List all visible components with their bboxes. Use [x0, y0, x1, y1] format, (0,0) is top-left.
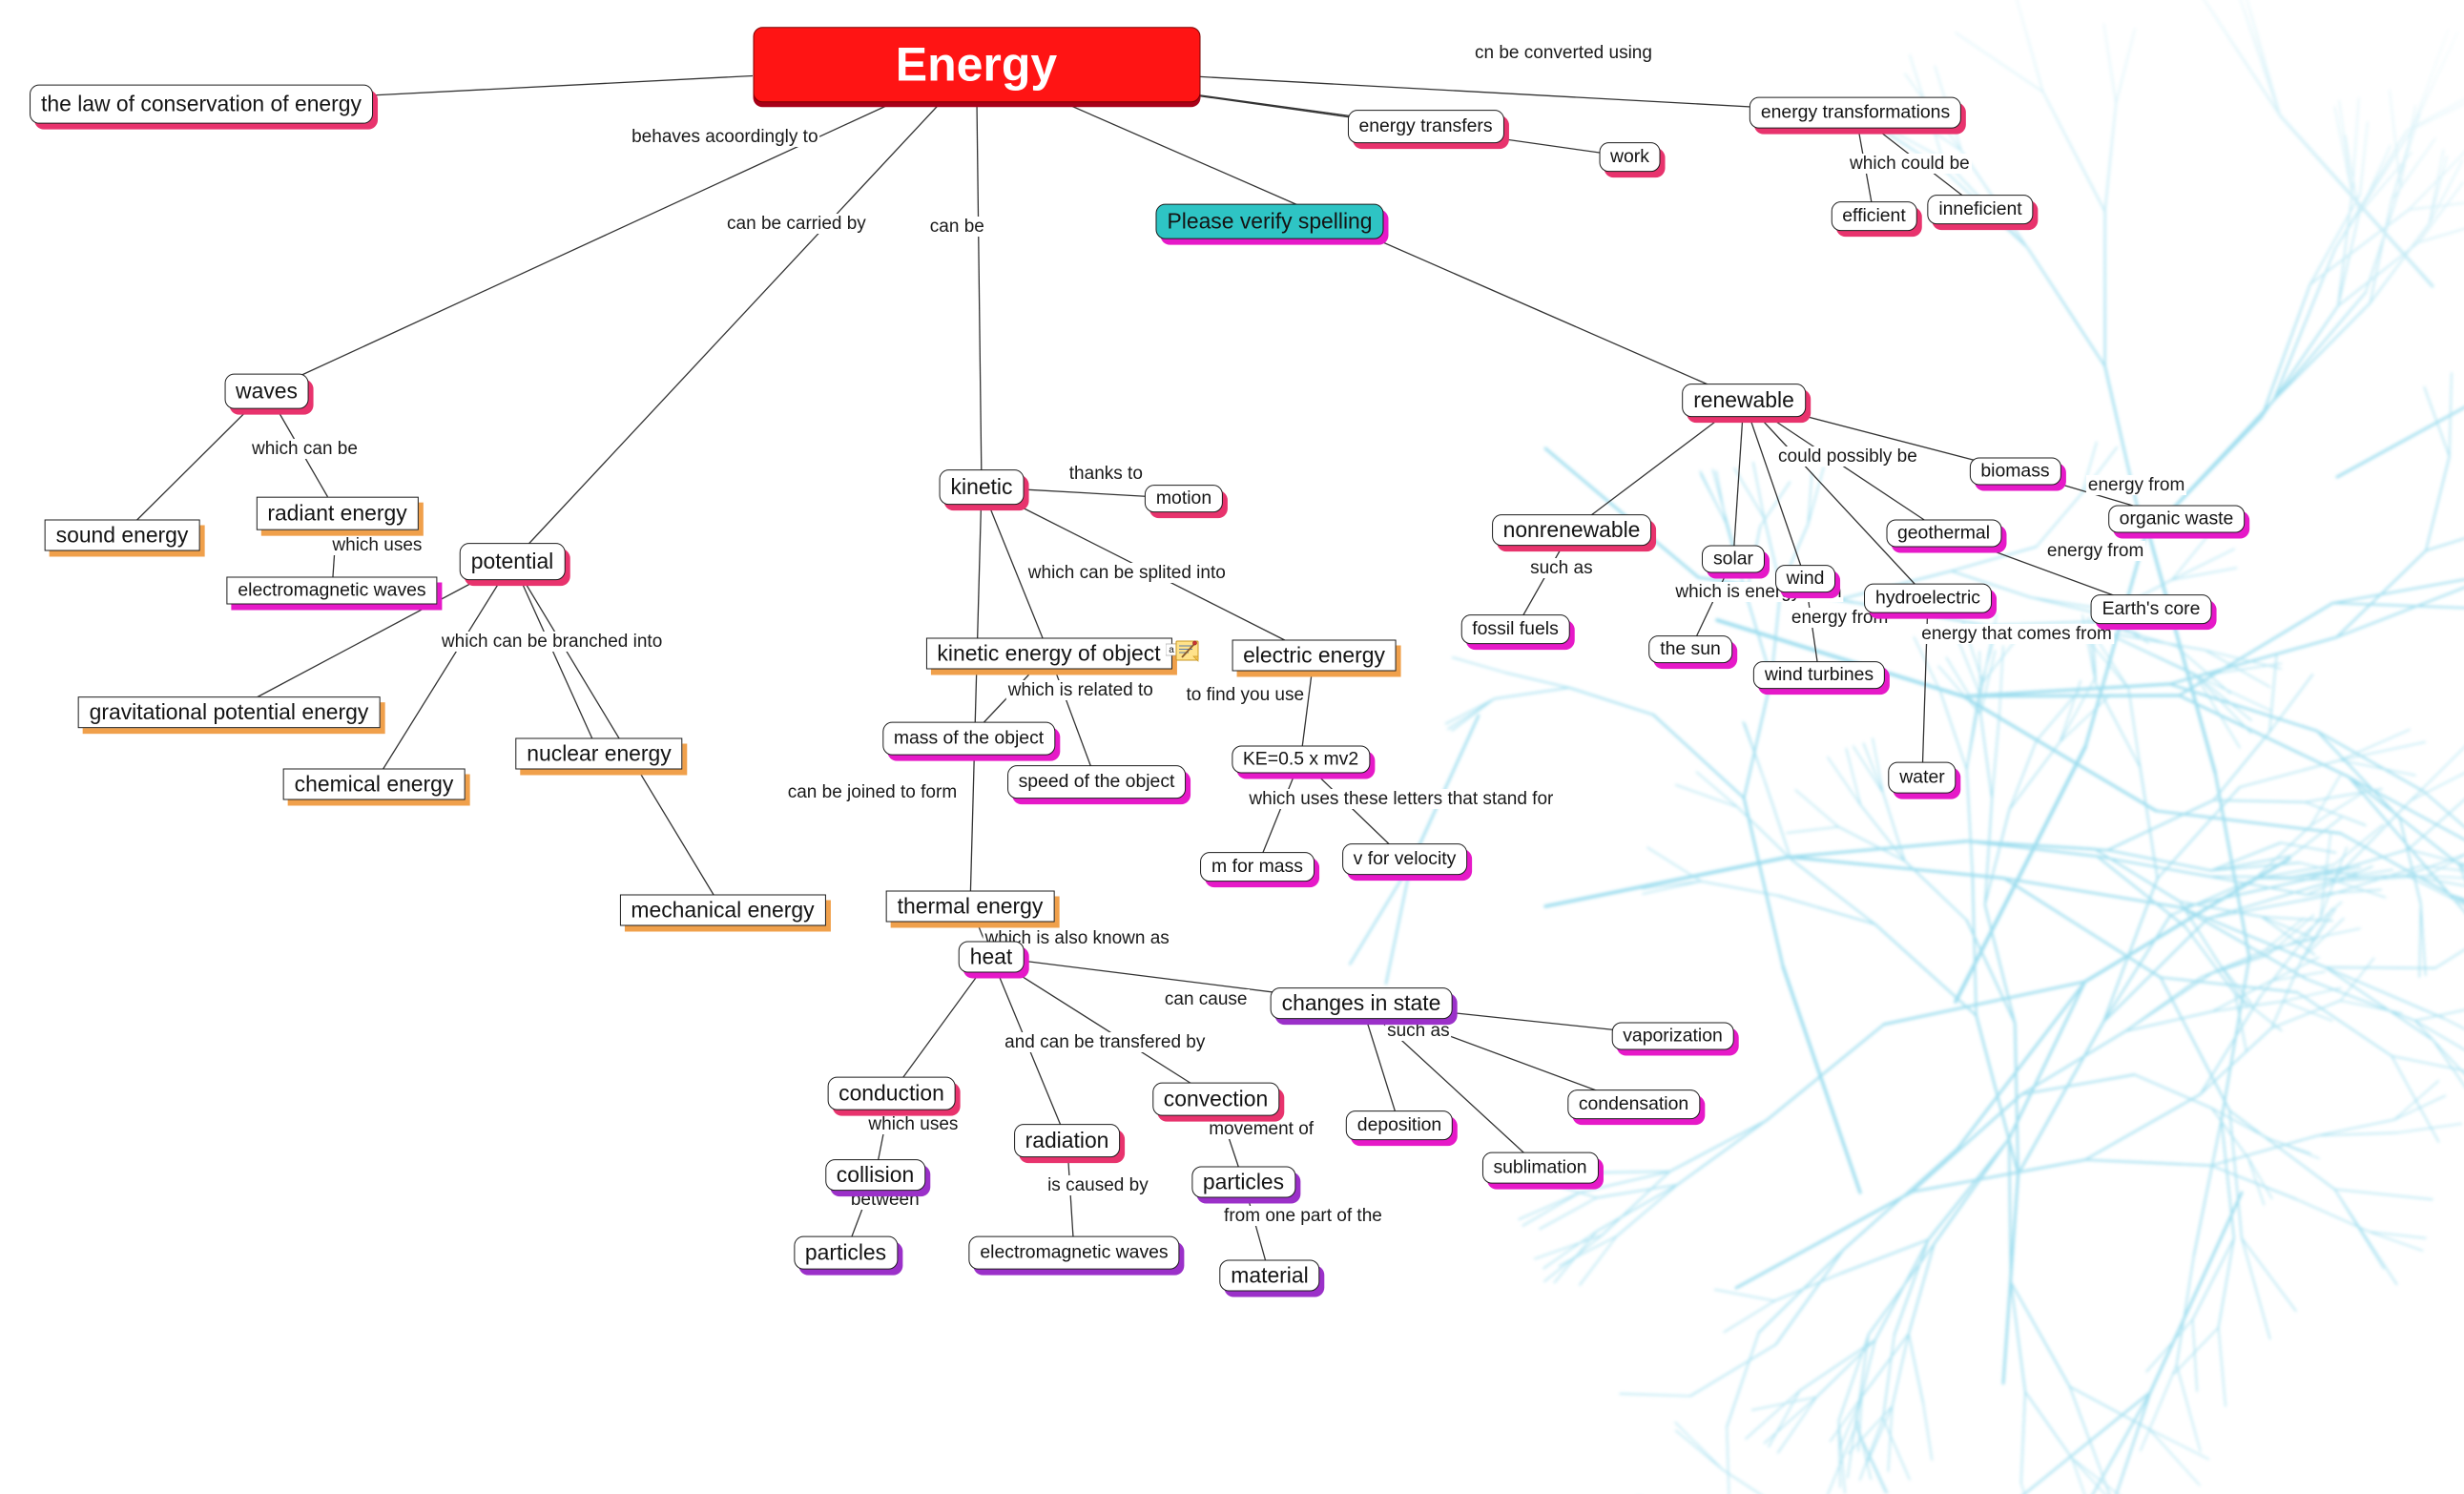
svg-text:a: a	[1169, 645, 1174, 655]
